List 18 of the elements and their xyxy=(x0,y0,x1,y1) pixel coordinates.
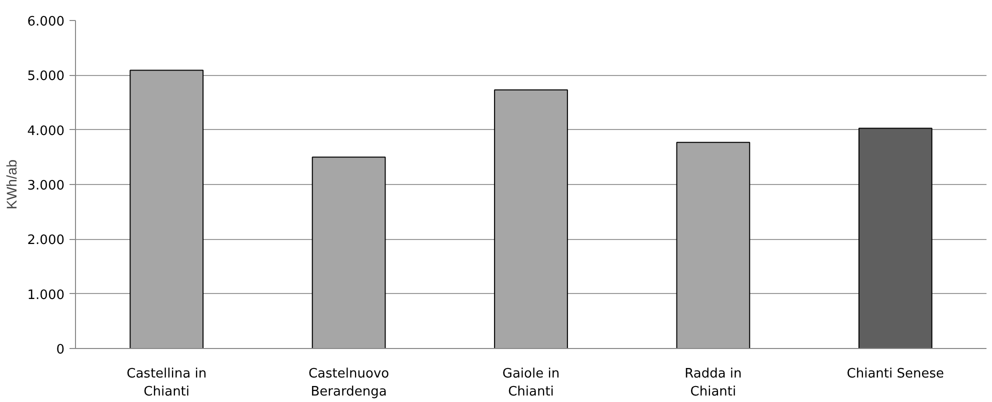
x-tick-label: Gaiole in Chianti xyxy=(502,366,560,400)
y-tick-label: 5.000 xyxy=(27,69,64,84)
x-tick-label: Radda in Chianti xyxy=(684,366,742,400)
bar xyxy=(312,156,386,348)
y-tick-label: 0 xyxy=(56,342,65,358)
y-tick-label: 3.000 xyxy=(27,178,64,194)
x-tick-label: Castellina in Chianti xyxy=(126,366,207,400)
y-tick-label: 6.000 xyxy=(27,14,64,30)
y-tick-label: 2.000 xyxy=(27,233,64,248)
x-tick-label: Castelnuovo Berardenga xyxy=(308,366,390,400)
bar xyxy=(494,89,568,348)
x-tick-label: Chianti Senese xyxy=(846,366,944,382)
y-axis-title: KWh/ab xyxy=(3,159,20,210)
y-tick-label: 1.000 xyxy=(27,288,64,303)
bar xyxy=(130,70,204,348)
y-tick-label: 4.000 xyxy=(27,124,64,139)
bar xyxy=(858,128,932,348)
bar xyxy=(676,142,750,348)
